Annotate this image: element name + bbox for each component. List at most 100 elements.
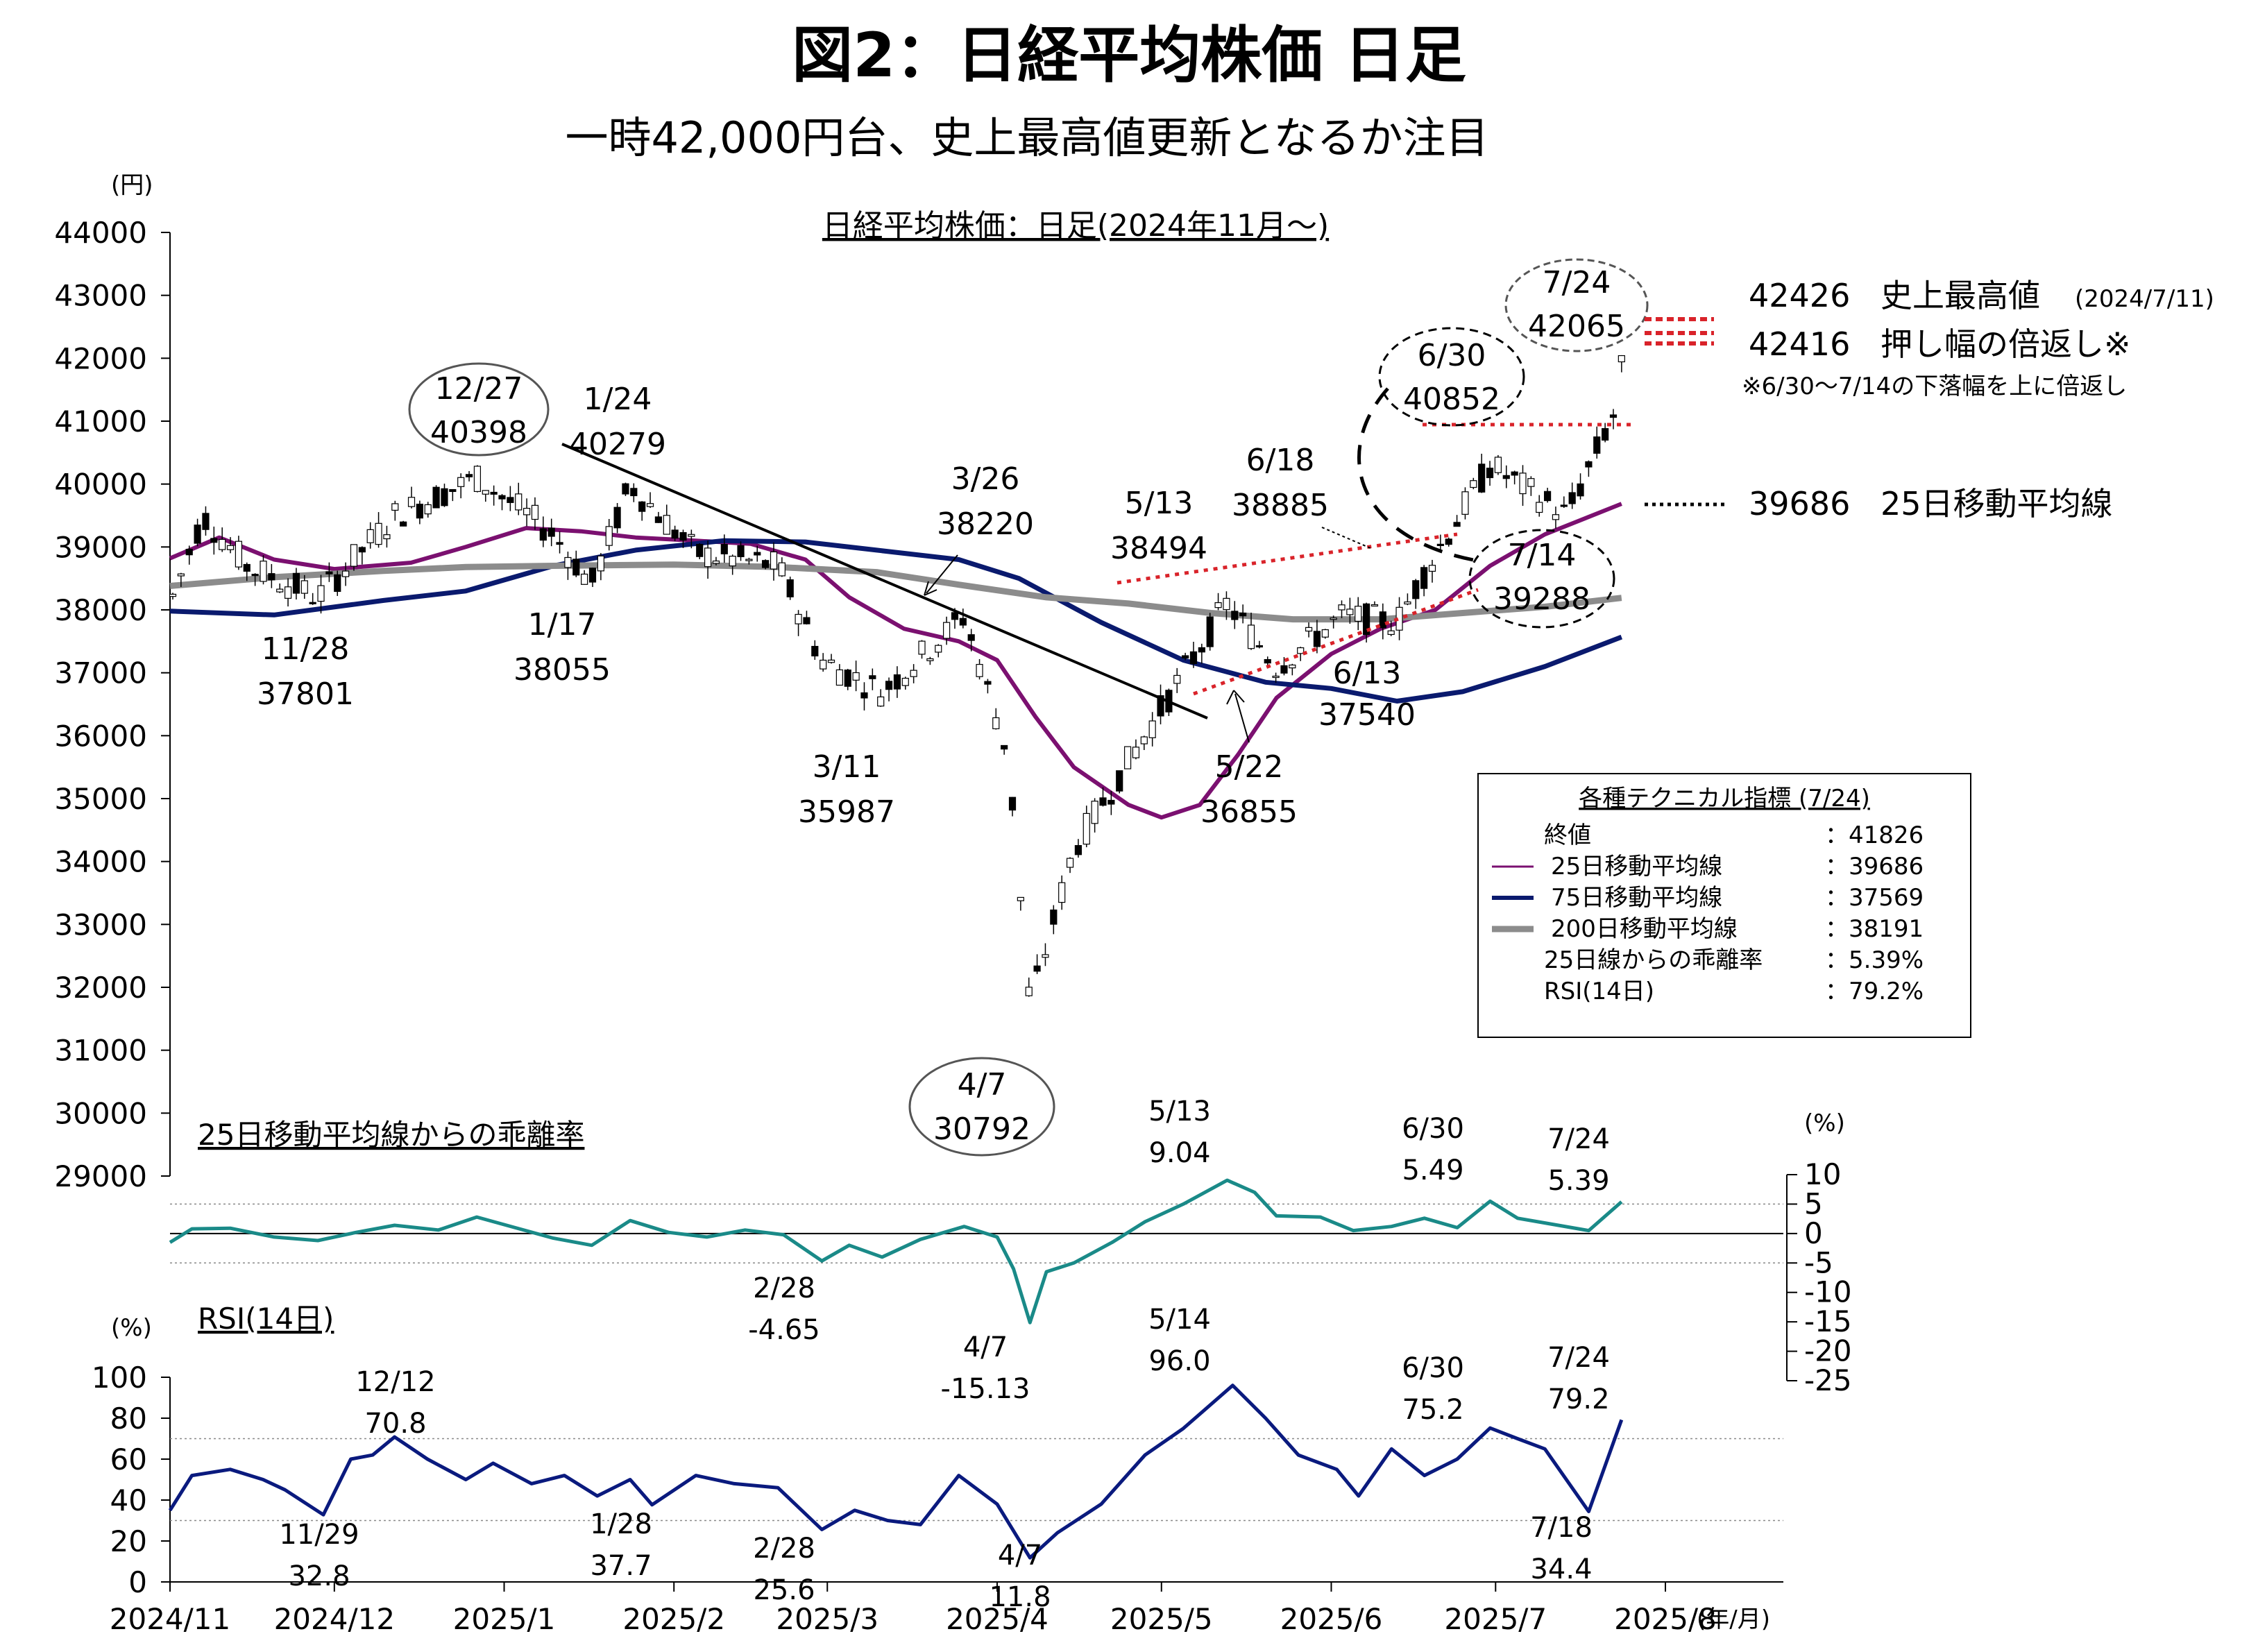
candle bbox=[1107, 790, 1115, 815]
candle bbox=[432, 485, 440, 509]
candle bbox=[375, 512, 382, 548]
svg-text:6/30: 6/30 bbox=[1402, 1113, 1464, 1145]
svg-text:1/28: 1/28 bbox=[590, 1508, 652, 1540]
candle bbox=[507, 486, 514, 511]
candles bbox=[169, 355, 1625, 997]
candle bbox=[1602, 423, 1609, 443]
candle bbox=[1436, 534, 1444, 550]
svg-text:96.0: 96.0 bbox=[1148, 1345, 1210, 1377]
candle bbox=[1370, 601, 1379, 607]
x-tick-label: 2025/5 bbox=[1110, 1602, 1213, 1636]
candle bbox=[465, 470, 473, 482]
candle bbox=[1214, 593, 1222, 611]
candle bbox=[284, 578, 292, 607]
indicator-label: 終値 bbox=[1544, 821, 1591, 849]
svg-text:1/24: 1/24 bbox=[584, 382, 652, 417]
indicator-label: 75日移動平均線 bbox=[1551, 884, 1722, 912]
candle bbox=[1321, 629, 1329, 639]
candle bbox=[547, 518, 555, 547]
candle bbox=[827, 654, 835, 664]
candle bbox=[523, 498, 531, 527]
candle bbox=[1560, 496, 1568, 509]
svg-text:34.4: 34.4 bbox=[1530, 1553, 1592, 1585]
candle bbox=[910, 664, 917, 683]
indicator-row: 200日移動平均線 ：38191 bbox=[1492, 915, 1924, 943]
candle bbox=[317, 574, 325, 614]
candle bbox=[1453, 515, 1461, 527]
indicator-label: 200日移動平均線 bbox=[1551, 915, 1738, 943]
candle bbox=[1132, 739, 1140, 760]
candle bbox=[1585, 460, 1593, 477]
candle bbox=[1042, 943, 1049, 966]
candle bbox=[646, 492, 654, 509]
candle bbox=[457, 473, 465, 499]
moving-average-lines bbox=[169, 502, 1623, 820]
svg-text:11/28: 11/28 bbox=[262, 631, 350, 667]
candle bbox=[342, 562, 350, 586]
svg-text:6/30: 6/30 bbox=[1402, 1352, 1464, 1384]
rsi-title: RSI(14日) bbox=[198, 1302, 334, 1336]
x-tick-label: 2025/2 bbox=[622, 1602, 725, 1636]
indicator-value: ：37569 bbox=[1825, 884, 1924, 912]
candle bbox=[1008, 797, 1017, 817]
candle bbox=[597, 553, 604, 581]
annotation-0117: 1/17 38055 bbox=[513, 607, 611, 688]
svg-text:25.6: 25.6 bbox=[753, 1574, 815, 1606]
svg-text:6/30: 6/30 bbox=[1418, 338, 1486, 373]
candle bbox=[605, 518, 613, 551]
candle bbox=[243, 562, 251, 581]
candle bbox=[688, 529, 695, 549]
svg-text:4/7: 4/7 bbox=[963, 1331, 1008, 1363]
candle bbox=[177, 572, 185, 587]
price-tick-label: 39000 bbox=[54, 530, 147, 564]
candle bbox=[1552, 506, 1560, 529]
candle bbox=[1593, 426, 1601, 459]
price-chart-title: 日経平均株価：日足(2024年11月～) bbox=[822, 208, 1329, 244]
candle bbox=[1387, 620, 1395, 636]
svg-text:5.49: 5.49 bbox=[1402, 1155, 1463, 1186]
candle bbox=[1231, 601, 1239, 629]
candle bbox=[1379, 603, 1386, 640]
ath-label: 史上最高値 bbox=[1881, 277, 2040, 314]
candle bbox=[556, 531, 563, 554]
indicator-value: ：79.2% bbox=[1825, 978, 1924, 1005]
deviation-tick-label: -5 bbox=[1804, 1245, 1833, 1279]
candle bbox=[1123, 746, 1132, 769]
candle bbox=[366, 522, 374, 549]
price-unit: (円) bbox=[111, 171, 153, 199]
candle bbox=[1001, 744, 1008, 755]
svg-text:11.8: 11.8 bbox=[989, 1581, 1051, 1613]
rsi-tick-label: 60 bbox=[110, 1442, 147, 1476]
candle bbox=[696, 543, 704, 560]
candle bbox=[679, 529, 687, 548]
indicator-value: ：41826 bbox=[1825, 821, 1924, 849]
candle bbox=[194, 518, 201, 547]
svg-text:7/24: 7/24 bbox=[1543, 265, 1611, 300]
candle bbox=[811, 640, 819, 661]
candle bbox=[482, 490, 489, 502]
candle bbox=[967, 629, 975, 652]
svg-text:32.8: 32.8 bbox=[288, 1560, 350, 1592]
svg-text:11/29: 11/29 bbox=[279, 1519, 359, 1551]
rsi-tick-label: 40 bbox=[110, 1483, 147, 1517]
candle bbox=[564, 552, 572, 580]
candle bbox=[1074, 839, 1083, 858]
candle bbox=[1058, 875, 1066, 910]
deviation-annotations: 5/13 9.04 6/30 5.49 7/24 5.39 2/28 -4.65… bbox=[748, 1096, 1610, 1405]
indicator-row: 終値 ：41826 bbox=[1544, 821, 1924, 849]
svg-text:4/7: 4/7 bbox=[998, 1540, 1042, 1572]
rsi-tick-label: 80 bbox=[110, 1402, 147, 1436]
price-tick-label: 40000 bbox=[54, 468, 147, 502]
deviation-tick-label: -10 bbox=[1804, 1275, 1852, 1309]
candle bbox=[1050, 905, 1058, 935]
candle bbox=[1412, 579, 1420, 609]
indicator-label: RSI(14日) bbox=[1544, 978, 1654, 1005]
price-y-axis: 44000 43000 42000 41000 40000 39000 38000 37000… bbox=[54, 216, 171, 1193]
candle bbox=[1206, 613, 1214, 651]
candle bbox=[1478, 453, 1486, 493]
candle bbox=[1066, 857, 1074, 874]
x-axis-ticks: 2024/11 2024/12 2025/1 2025/2 2025/3 2025/4 20… bbox=[110, 1582, 1717, 1636]
annotation-0311: 3/11 35987 bbox=[798, 749, 895, 830]
candle bbox=[1470, 477, 1477, 490]
x-unit: (年/月) bbox=[1697, 1606, 1770, 1633]
